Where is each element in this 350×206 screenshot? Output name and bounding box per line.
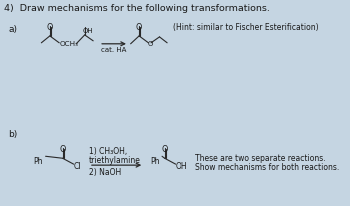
Text: a): a)	[8, 25, 17, 34]
Text: O: O	[47, 23, 53, 32]
Text: OH: OH	[176, 162, 187, 170]
Text: OCH₃: OCH₃	[59, 41, 78, 47]
Text: Cl: Cl	[74, 162, 81, 170]
Text: triethylamine: triethylamine	[89, 156, 141, 164]
Text: 1) CH₃OH,: 1) CH₃OH,	[89, 147, 127, 156]
Text: Ph: Ph	[34, 157, 43, 165]
Text: Show mechanisms for both reactions.: Show mechanisms for both reactions.	[195, 162, 340, 171]
Text: O: O	[60, 145, 66, 154]
Text: These are two separate reactions.: These are two separate reactions.	[195, 153, 326, 163]
Text: O: O	[136, 23, 142, 32]
Text: (Hint: similar to Fischer Esterification): (Hint: similar to Fischer Esterification…	[173, 23, 319, 32]
Text: 4)  Draw mechanisms for the following transformations.: 4) Draw mechanisms for the following tra…	[4, 4, 270, 13]
Text: OH: OH	[82, 28, 93, 34]
Text: Ph: Ph	[150, 157, 160, 165]
Text: cat. HA: cat. HA	[101, 47, 126, 53]
Text: O: O	[161, 145, 168, 154]
Text: 2) NaOH: 2) NaOH	[89, 167, 121, 176]
Text: b): b)	[8, 129, 18, 138]
Text: O: O	[148, 41, 153, 47]
